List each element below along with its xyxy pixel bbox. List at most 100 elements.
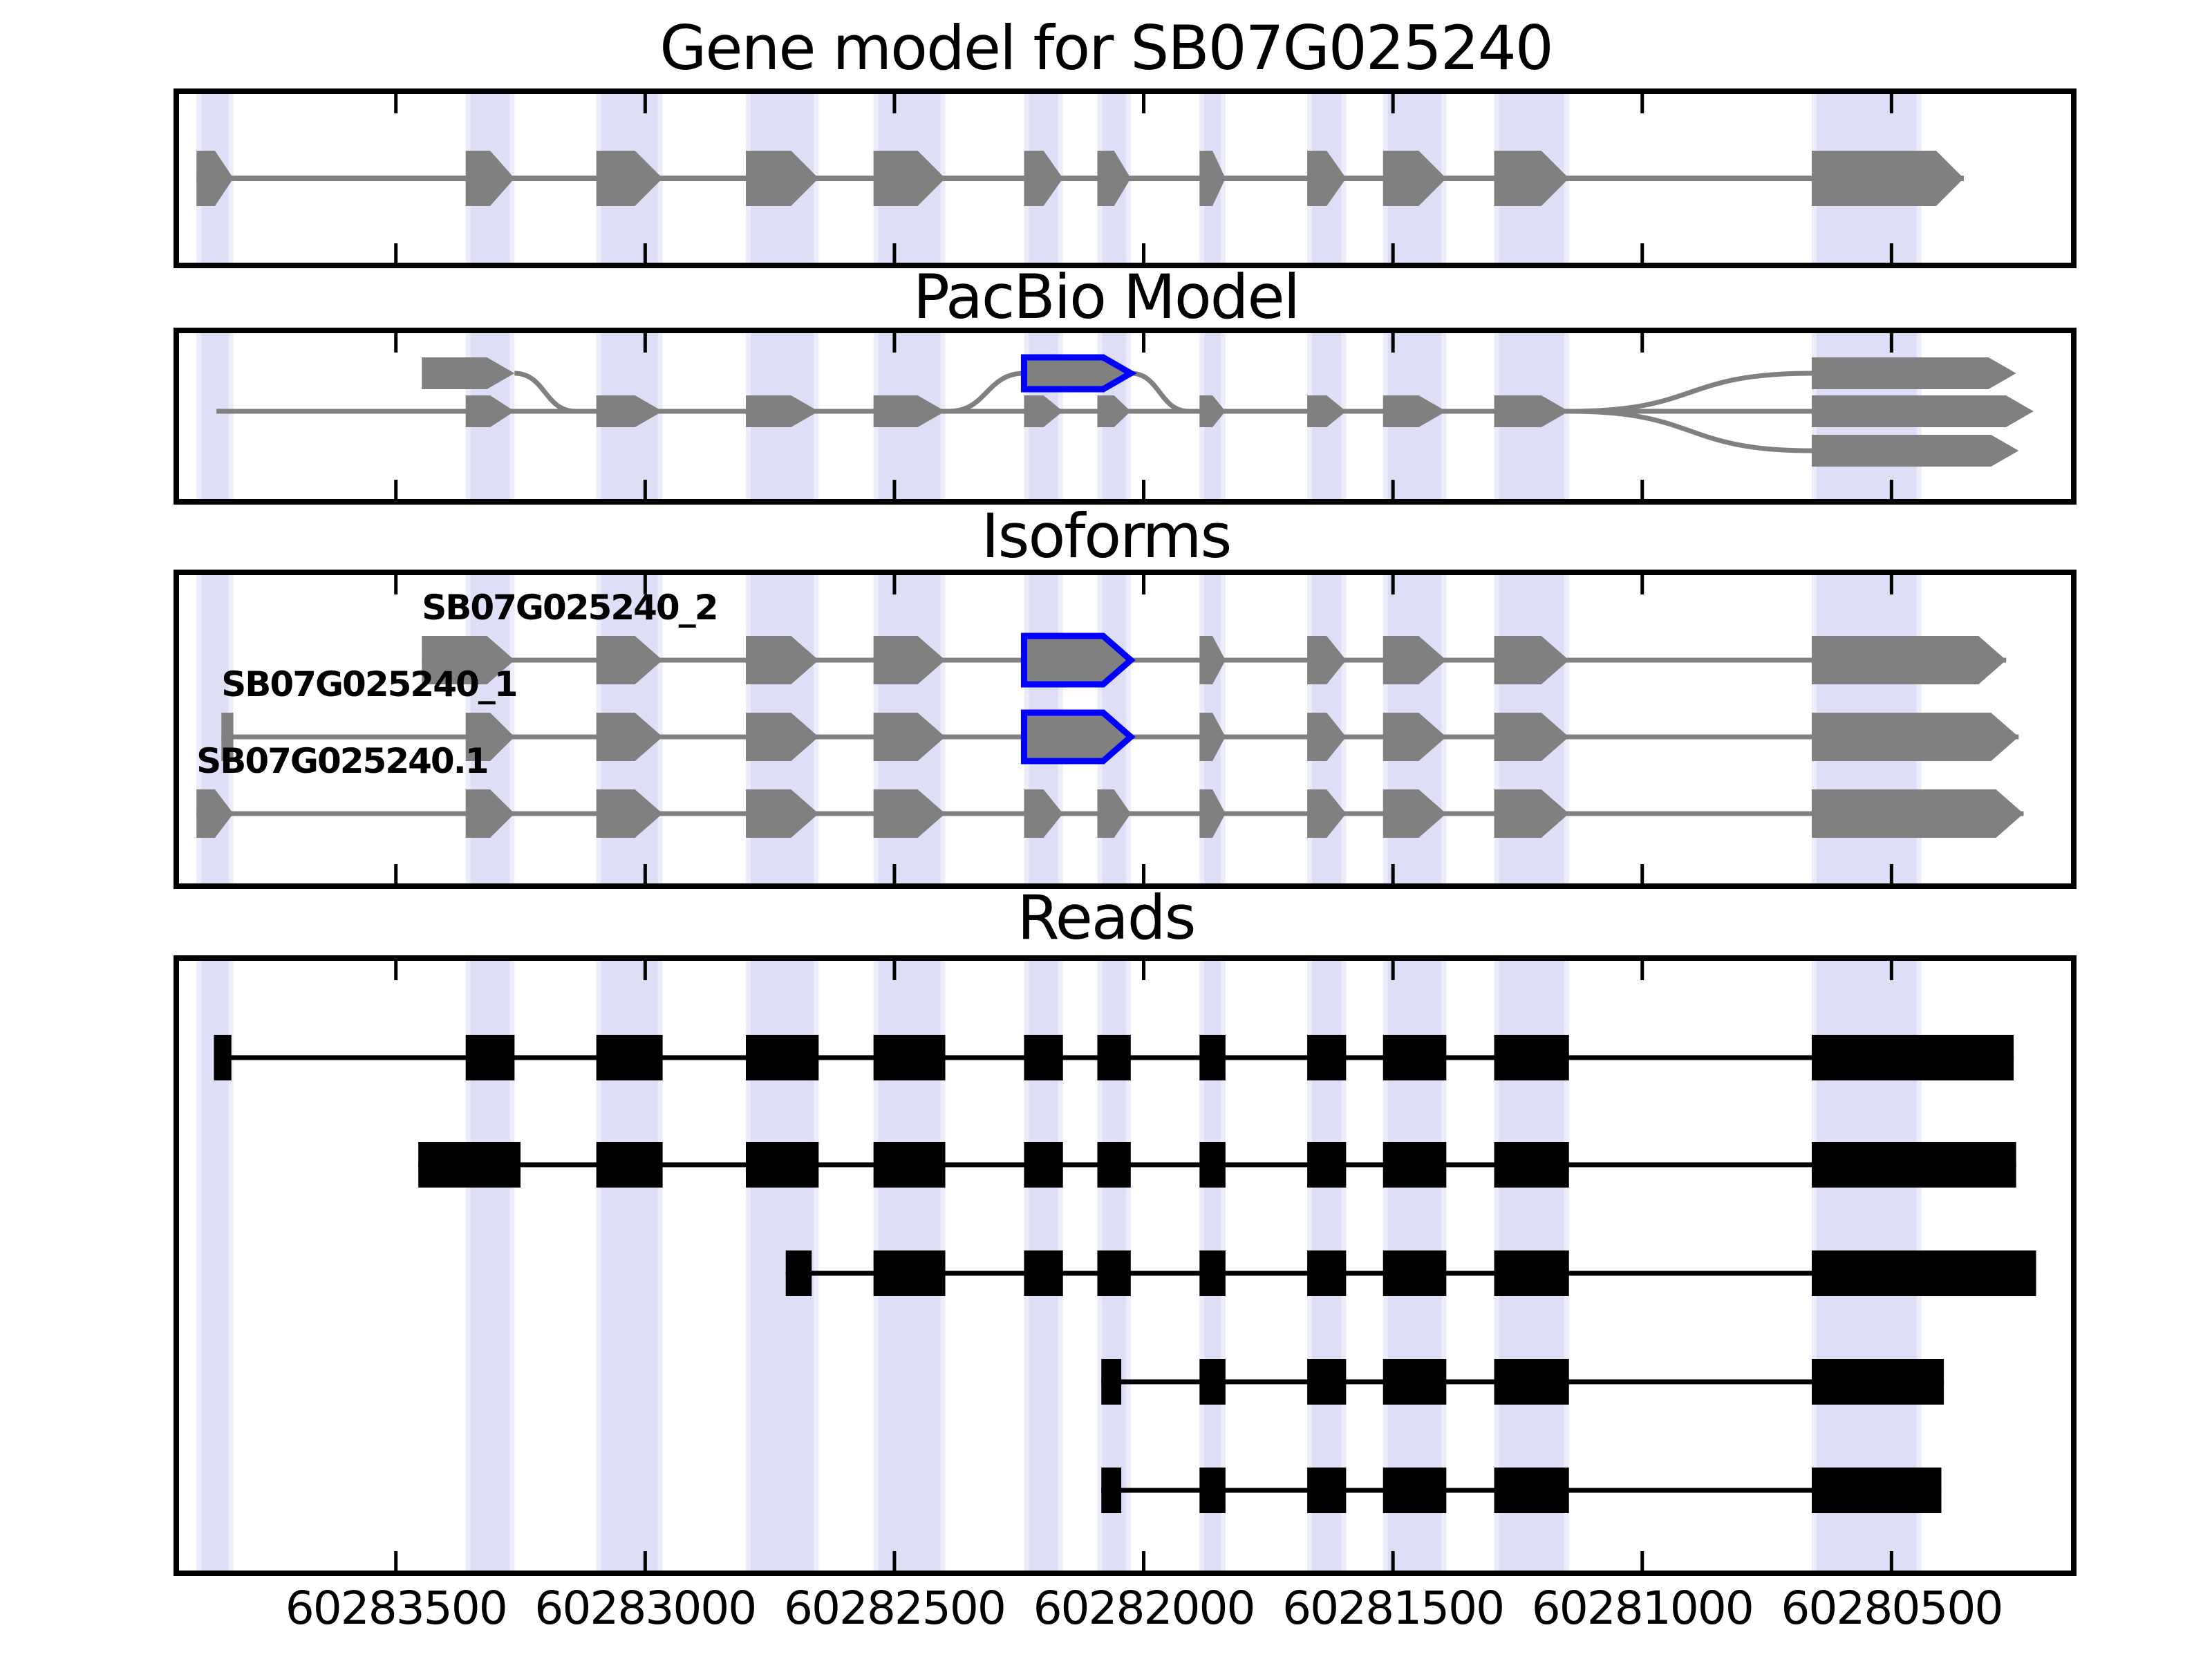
isoform-exon	[196, 789, 234, 838]
read-exon-box	[1199, 1250, 1226, 1296]
axis-tick-bottom	[1889, 1551, 1893, 1571]
axis-tick-top	[643, 333, 647, 353]
gene-model-panel	[174, 88, 2077, 268]
isoform-exon	[596, 636, 663, 684]
axis-tick-top	[1391, 94, 1395, 113]
axis-tick-top	[1142, 575, 1146, 594]
isoform-exon	[1307, 636, 1347, 684]
gene-exon	[596, 151, 663, 206]
isoform-exon	[422, 636, 515, 684]
read-exon-box	[596, 1142, 663, 1188]
read-exon-box	[746, 1035, 819, 1080]
gene-exon	[1494, 151, 1569, 206]
axis-tick-top	[1889, 961, 1893, 980]
pacbio-exon	[1307, 395, 1347, 427]
isoforms-title: Isoforms	[981, 500, 1232, 572]
pacbio-exon	[873, 395, 946, 427]
isoform-exon	[1307, 713, 1347, 761]
pacbio-title: PacBio Model	[912, 261, 1300, 332]
read-exon-box	[873, 1035, 946, 1080]
read-exon-box	[1382, 1468, 1447, 1513]
isoform-label-2: SB07G025240_2	[422, 588, 718, 628]
read-exon-box	[1097, 1142, 1131, 1188]
read-exon-box	[596, 1035, 663, 1080]
isoform-exon	[1811, 789, 2024, 838]
read-exon-box	[465, 1035, 515, 1080]
gene-exon	[1199, 151, 1226, 206]
axis-tick-bottom	[1889, 243, 1893, 263]
isoform-exon	[1811, 636, 2007, 684]
x-axis-tick-label: 60282500	[783, 1582, 1006, 1635]
read-exon-box	[1307, 1250, 1347, 1296]
isoform-exon	[1199, 636, 1226, 684]
read-exon-box	[1382, 1359, 1447, 1405]
isoform-exon	[1382, 789, 1447, 838]
pacbio-end-exon-bottom	[1811, 435, 2019, 467]
gene-exon	[1811, 151, 1964, 206]
read-exon-box	[1811, 1142, 2016, 1188]
read-exon-box	[418, 1142, 521, 1188]
blue-exon-splice-out	[1130, 371, 1189, 414]
reads-panel	[174, 955, 2077, 1576]
axis-tick-bottom	[394, 1551, 398, 1571]
axis-tick-top	[1142, 333, 1146, 353]
isoform-exon	[746, 789, 819, 838]
axis-tick-top	[1391, 333, 1395, 353]
isoform-blue-exon	[1020, 632, 1136, 688]
isoform-exon	[1199, 789, 1226, 838]
branch-curve-top	[1568, 371, 1812, 414]
isoform-exon	[596, 789, 663, 838]
read-exon-box	[1382, 1035, 1447, 1080]
isoform-exon	[1307, 789, 1347, 838]
pacbio-exon	[1097, 395, 1131, 427]
axis-tick-bottom	[1391, 243, 1395, 263]
gene-exon	[1097, 151, 1131, 206]
read-exon-box	[1811, 1359, 1944, 1405]
axis-tick-bottom	[1142, 1551, 1146, 1571]
axis-tick-top	[1640, 575, 1644, 594]
pacbio-exon	[465, 395, 515, 427]
read-exon-box	[1307, 1142, 1347, 1188]
axis-tick-bottom	[1640, 480, 1644, 499]
axis-tick-bottom	[1391, 864, 1395, 883]
axis-tick-top	[643, 575, 647, 594]
axis-tick-bottom	[1889, 480, 1893, 499]
isoform-exon	[746, 636, 819, 684]
axis-tick-top	[394, 333, 398, 353]
isoform-exon	[1382, 636, 1447, 684]
branch-curve-bottom	[1568, 409, 1812, 453]
axis-tick-top	[1142, 961, 1146, 980]
gene-exon	[1382, 151, 1447, 206]
pacbio-exon	[1199, 395, 1226, 427]
isoform-exon	[465, 789, 515, 838]
axis-tick-top	[1391, 961, 1395, 980]
read-exon-box	[1811, 1250, 2036, 1296]
read-exon-box	[1811, 1035, 2014, 1080]
axis-tick-top	[643, 961, 647, 980]
axis-tick-bottom	[643, 480, 647, 499]
axis-tick-top	[892, 961, 897, 980]
pacbio-end-exon-top	[1811, 357, 2016, 389]
gene-model-plot	[196, 94, 1964, 263]
gene-exon	[1024, 151, 1063, 206]
x-axis-tick-label: 60280500	[1781, 1582, 2003, 1635]
read-exon-box	[1382, 1250, 1447, 1296]
axis-tick-top	[892, 575, 897, 594]
read-exon-box	[1199, 1468, 1226, 1513]
axis-tick-bottom	[1640, 864, 1644, 883]
read-start-bar	[1101, 1359, 1122, 1405]
pacbio-exon	[1382, 395, 1447, 427]
pacbio-blue-exon	[1020, 354, 1137, 393]
isoform-label-1: SB07G025240_1	[221, 664, 518, 704]
isoform-blue-exon	[1020, 709, 1136, 765]
gene-exon	[196, 151, 234, 206]
axis-tick-top	[1640, 333, 1644, 353]
axis-tick-bottom	[394, 243, 398, 263]
read-exon-box	[873, 1142, 946, 1188]
x-axis-tick-label: 60281500	[1282, 1582, 1505, 1635]
isoform-exon	[1024, 789, 1063, 838]
pacbio-alt-start-exon	[422, 357, 515, 389]
read-exon-box	[1494, 1035, 1569, 1080]
read-exon-box	[1199, 1142, 1226, 1188]
